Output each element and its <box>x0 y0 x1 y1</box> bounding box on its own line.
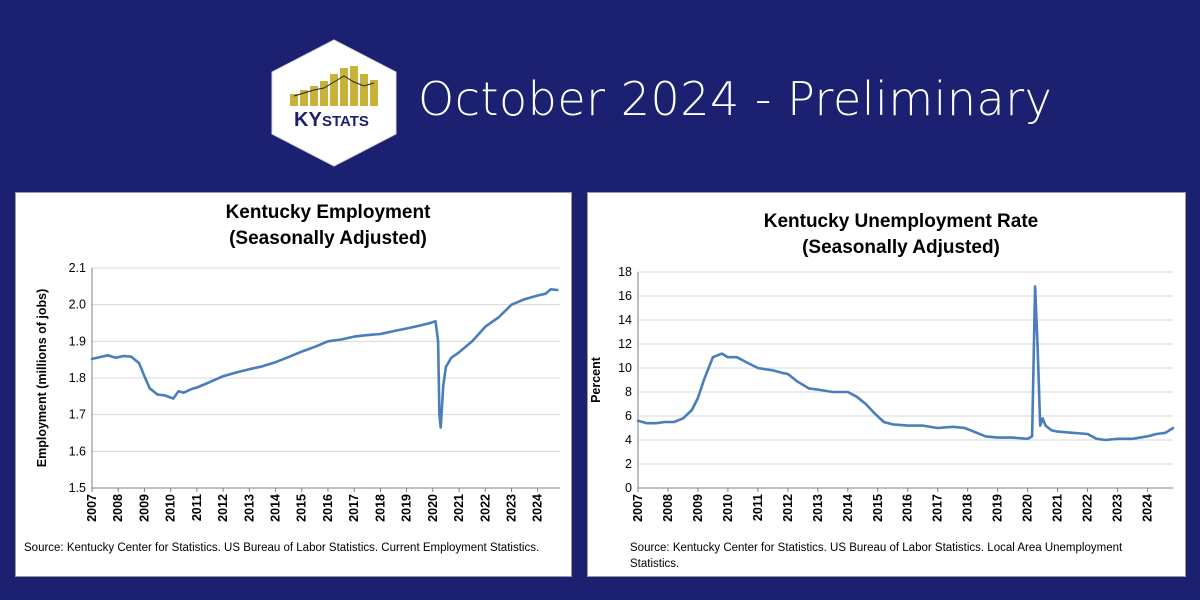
unemployment-x-tick-label: 2024 <box>1141 494 1155 522</box>
employment-y-tick-label: 1.9 <box>69 334 86 348</box>
unemployment-x-tick-label: 2008 <box>661 494 675 522</box>
employment-chart-subtitle: (Seasonally Adjusted) <box>229 228 427 249</box>
unemployment-x-tick-label: 2018 <box>961 494 975 522</box>
unemployment-chart-panel: Kentucky Unemployment Rate (Seasonally Ad… <box>587 192 1186 577</box>
unemployment-x-tick-label: 2021 <box>1051 494 1065 522</box>
unemployment-chart-title: Kentucky Unemployment Rate <box>764 211 1039 232</box>
employment-chart-title: Kentucky Employment <box>226 202 431 223</box>
unemployment-y-tick-label: 4 <box>625 433 632 447</box>
employment-x-tick-label: 2013 <box>242 494 256 522</box>
employment-x-tick-label: 2019 <box>400 494 414 522</box>
employment-x-tick-label: 2007 <box>85 494 99 522</box>
employment-y-tick-label: 1.8 <box>69 371 86 385</box>
employment-y-tick-label: 1.6 <box>69 444 86 458</box>
unemployment-y-axis-label: Percent <box>589 356 603 403</box>
unemployment-y-tick-label: 18 <box>618 265 632 279</box>
kystats-logo: KY STATS <box>271 39 397 167</box>
logo-text-ky: KY <box>294 109 322 131</box>
employment-x-tick-label: 2008 <box>111 494 125 522</box>
employment-x-tick-label: 2020 <box>426 494 440 522</box>
employment-x-tick-label: 2017 <box>347 494 361 522</box>
employment-x-tick-label: 2021 <box>452 494 466 522</box>
employment-y-tick-label: 1.7 <box>69 408 86 422</box>
employment-source-note: Source: Kentucky Center for Statistics. … <box>24 542 540 554</box>
employment-x-tick-label: 2018 <box>373 494 387 522</box>
unemployment-chart: Kentucky Unemployment Rate (Seasonally Ad… <box>589 211 1175 522</box>
unemployment-y-tick-label: 8 <box>625 385 632 399</box>
unemployment-x-tick-label: 2009 <box>691 494 705 522</box>
unemployment-x-tick-label: 2015 <box>871 494 885 522</box>
employment-x-tick-label: 2011 <box>190 494 204 521</box>
employment-y-axis-label: Employment (millions of jobs) <box>35 289 49 467</box>
unemployment-x-tick-label: 2019 <box>991 494 1005 522</box>
employment-x-tick-label: 2024 <box>531 494 545 522</box>
unemployment-chart-subtitle: (Seasonally Adjusted) <box>802 237 1000 258</box>
unemployment-x-tick-label: 2007 <box>631 494 645 522</box>
unemployment-y-tick-label: 10 <box>618 361 632 375</box>
unemployment-x-tick-label: 2012 <box>781 494 795 522</box>
unemployment-y-tick-label: 0 <box>625 481 632 495</box>
employment-chart: Kentucky Employment (Seasonally Adjusted)… <box>35 202 560 522</box>
employment-x-tick-label: 2009 <box>137 494 151 522</box>
employment-y-tick-label: 2.1 <box>69 261 86 275</box>
page-title: October 2024 - Preliminary <box>418 72 1053 126</box>
unemployment-y-tick-label: 6 <box>625 409 632 423</box>
unemployment-source-note: Source: Kentucky Center for Statistics. … <box>630 542 1123 570</box>
employment-chart-panel: Kentucky Employment (Seasonally Adjusted)… <box>15 192 572 577</box>
employment-x-tick-label: 2015 <box>295 494 309 522</box>
unemployment-y-tick-label: 14 <box>618 313 632 327</box>
unemployment-series-line <box>636 285 1175 442</box>
employment-x-tick-label: 2023 <box>504 494 518 522</box>
unemployment-x-tick-label: 2014 <box>841 494 855 522</box>
unemployment-x-tick-label: 2023 <box>1111 494 1125 522</box>
unemployment-x-tick-label: 2016 <box>901 494 915 522</box>
employment-x-tick-label: 2022 <box>478 494 492 522</box>
employment-x-tick-label: 2014 <box>269 494 283 522</box>
employment-y-tick-label: 1.5 <box>69 481 86 495</box>
logo-trend-line <box>293 75 375 97</box>
unemployment-x-tick-label: 2013 <box>811 494 825 522</box>
employment-series-line <box>90 288 559 429</box>
unemployment-x-tick-label: 2010 <box>721 494 735 522</box>
unemployment-y-tick-label: 2 <box>625 457 632 471</box>
unemployment-x-tick-label: 2011 <box>751 494 765 521</box>
logo-bars <box>290 66 378 106</box>
employment-x-tick-label: 2016 <box>321 494 335 522</box>
employment-x-tick-label: 2012 <box>216 494 230 522</box>
logo-text-stats: STATS <box>322 113 369 130</box>
employment-y-tick-label: 2.0 <box>69 298 86 312</box>
unemployment-y-tick-label: 12 <box>618 337 632 351</box>
unemployment-x-tick-label: 2017 <box>931 494 945 522</box>
employment-x-tick-label: 2010 <box>164 494 178 522</box>
unemployment-y-tick-label: 16 <box>618 289 632 303</box>
unemployment-x-tick-label: 2020 <box>1021 494 1035 522</box>
unemployment-x-tick-label: 2022 <box>1081 494 1095 522</box>
